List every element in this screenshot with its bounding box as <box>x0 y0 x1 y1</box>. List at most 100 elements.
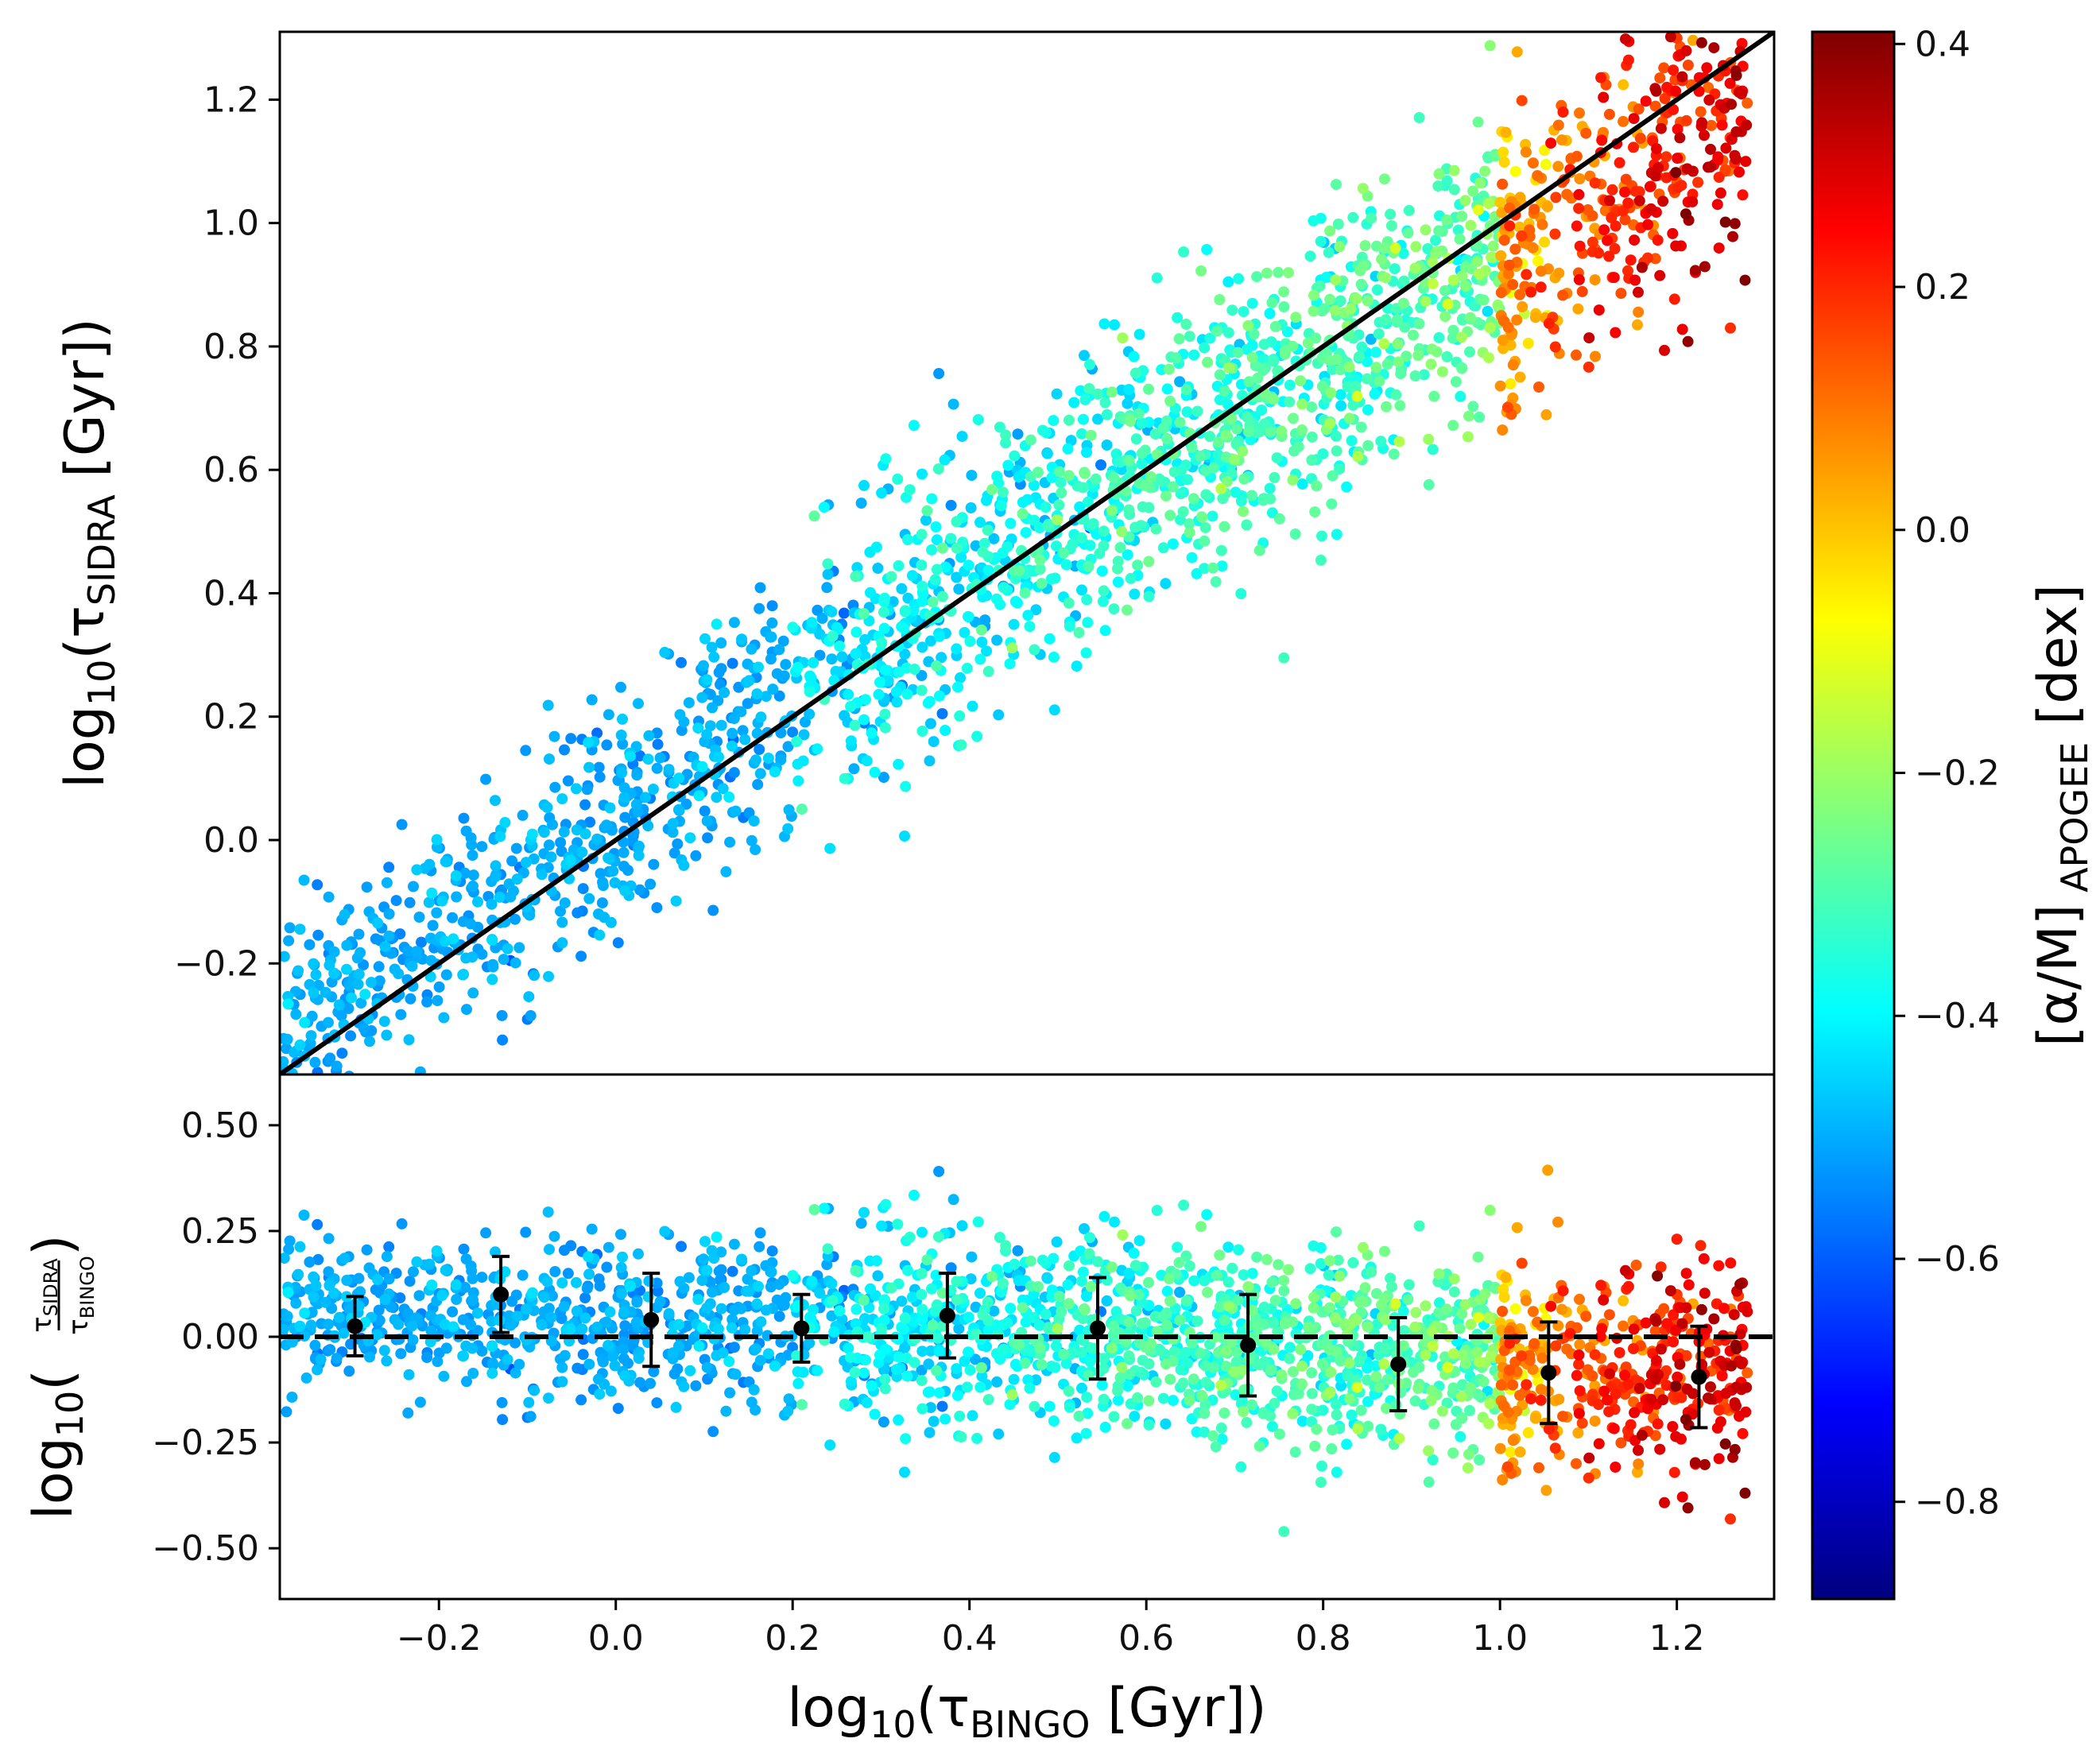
svg-text:): ) <box>22 1234 85 1256</box>
star-point <box>1561 188 1573 200</box>
star-point <box>955 739 967 751</box>
star-residual-point <box>1742 1367 1753 1379</box>
star-residual-point <box>1077 1313 1089 1325</box>
star-residual-point <box>995 1286 1007 1298</box>
star-point <box>767 683 779 695</box>
star-point <box>1441 214 1452 226</box>
star-residual-point <box>564 1323 576 1335</box>
star-residual-point <box>487 1359 499 1371</box>
star-point <box>1726 99 1738 110</box>
star-point <box>643 730 655 741</box>
star-point <box>1492 299 1504 311</box>
star-residual-point <box>707 1286 718 1298</box>
star-point <box>1652 19 1663 30</box>
star-residual-point <box>1680 1268 1692 1280</box>
star-point <box>1296 424 1308 436</box>
star-point <box>1128 350 1140 362</box>
star-point <box>1122 397 1133 409</box>
star-point <box>1375 436 1387 447</box>
star-residual-point <box>659 1225 671 1237</box>
star-point <box>878 606 889 618</box>
star-point <box>826 606 838 618</box>
star-residual-point <box>1726 1360 1738 1372</box>
star-residual-point <box>787 1270 799 1281</box>
star-point <box>670 895 682 907</box>
star-point <box>1235 588 1247 599</box>
star-point <box>850 571 862 583</box>
star-point <box>490 871 502 883</box>
star-point <box>1427 256 1438 268</box>
star-point <box>1157 542 1169 554</box>
star-point <box>1295 375 1307 387</box>
star-residual-point <box>1045 1361 1057 1373</box>
star-point <box>1692 176 1704 188</box>
star-point <box>1487 240 1499 252</box>
star-point <box>1420 296 1432 308</box>
star-residual-point <box>503 1310 515 1322</box>
star-point <box>1226 467 1238 479</box>
star-residual-point <box>538 1291 550 1303</box>
star-point <box>284 922 296 934</box>
star-point <box>1080 647 1092 659</box>
star-point <box>1557 289 1569 301</box>
star-point <box>711 618 723 630</box>
star-residual-point <box>1160 1418 1172 1430</box>
star-point <box>1399 321 1411 333</box>
star-point <box>715 637 727 649</box>
star-point <box>916 580 928 592</box>
top-y-tick-label: 0.8 <box>203 327 259 367</box>
star-residual-point <box>510 1367 521 1379</box>
star-point <box>1356 341 1368 353</box>
star-point <box>615 730 627 741</box>
star-residual-point <box>1220 1361 1232 1373</box>
star-point <box>971 730 983 742</box>
star-point <box>497 1034 509 1046</box>
star-residual-point <box>1615 1437 1627 1449</box>
star-residual-point <box>1180 1250 1192 1262</box>
star-residual-point <box>1347 1256 1359 1268</box>
star-point <box>865 587 876 598</box>
star-residual-point <box>1542 1164 1554 1176</box>
star-point <box>564 854 576 866</box>
star-residual-point <box>355 1286 366 1298</box>
star-point <box>1331 430 1342 442</box>
star-point <box>1486 251 1498 263</box>
star-point <box>577 883 589 895</box>
star-point <box>1311 480 1323 492</box>
star-residual-point <box>951 1363 963 1375</box>
star-point <box>967 700 978 712</box>
star-residual-point <box>1085 1280 1097 1292</box>
star-point <box>1687 196 1699 207</box>
star-residual-point <box>1302 1322 1314 1334</box>
star-residual-point <box>1202 1287 1214 1299</box>
bottom-y-tick-label: 0.00 <box>181 1317 259 1357</box>
star-residual-point <box>743 1285 755 1297</box>
star-residual-point <box>804 1337 816 1349</box>
star-residual-point <box>374 1315 386 1326</box>
star-point <box>1248 328 1260 340</box>
star-point <box>1181 406 1193 418</box>
star-point <box>1649 100 1661 112</box>
star-point <box>1706 119 1718 131</box>
star-point <box>1258 354 1270 365</box>
star-point <box>1055 477 1067 489</box>
star-residual-point <box>1381 1374 1393 1385</box>
star-point <box>1427 278 1439 290</box>
star-point <box>778 670 790 682</box>
star-residual-point <box>1278 1275 1290 1287</box>
star-point <box>536 869 548 881</box>
star-point <box>1052 514 1064 525</box>
star-residual-point <box>1516 1350 1528 1362</box>
star-residual-point <box>1557 1411 1569 1423</box>
star-point <box>402 945 414 957</box>
star-residual-point <box>1101 1295 1113 1307</box>
star-point <box>466 839 478 850</box>
star-point <box>1051 388 1063 400</box>
star-residual-point <box>953 1323 965 1334</box>
star-point <box>1633 195 1645 207</box>
star-residual-point <box>1543 1423 1555 1435</box>
star-residual-point <box>1081 1291 1092 1302</box>
star-point <box>1334 241 1346 253</box>
star-residual-point <box>1482 1312 1494 1324</box>
star-residual-point <box>931 1365 943 1376</box>
